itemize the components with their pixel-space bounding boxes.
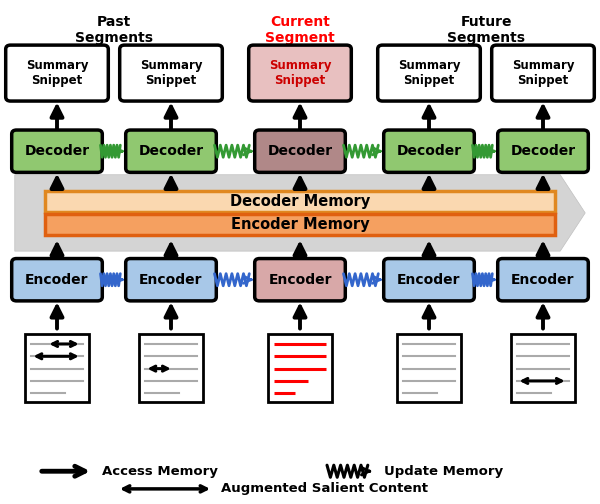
Bar (25, 334, 89, 402)
Bar (511, 334, 575, 402)
Bar (45, 214, 555, 235)
Text: Summary
Snippet: Summary Snippet (26, 59, 88, 87)
Bar (139, 334, 203, 402)
Text: Decoder: Decoder (139, 144, 203, 158)
Bar (268, 334, 332, 402)
Text: Decoder: Decoder (511, 144, 575, 158)
Text: Summary
Snippet: Summary Snippet (512, 59, 574, 87)
FancyBboxPatch shape (498, 259, 589, 301)
Text: Future
Segments: Future Segments (447, 15, 525, 45)
Text: Encoder: Encoder (511, 273, 575, 287)
FancyBboxPatch shape (125, 130, 216, 172)
Text: Past
Segments: Past Segments (75, 15, 153, 45)
FancyBboxPatch shape (492, 45, 594, 101)
Text: Encoder: Encoder (397, 273, 461, 287)
FancyBboxPatch shape (254, 259, 346, 301)
FancyBboxPatch shape (249, 45, 351, 101)
FancyBboxPatch shape (11, 130, 103, 172)
Bar (397, 334, 461, 402)
Text: Current
Segment: Current Segment (265, 15, 335, 45)
Text: Summary
Snippet: Summary Snippet (269, 59, 331, 87)
FancyArrowPatch shape (15, 175, 585, 251)
FancyBboxPatch shape (11, 259, 103, 301)
Text: Encoder: Encoder (139, 273, 203, 287)
FancyBboxPatch shape (254, 130, 346, 172)
FancyBboxPatch shape (384, 130, 475, 172)
Text: Summary
Snippet: Summary Snippet (140, 59, 202, 87)
FancyBboxPatch shape (498, 130, 589, 172)
FancyBboxPatch shape (384, 259, 475, 301)
Text: Decoder: Decoder (268, 144, 332, 158)
FancyBboxPatch shape (6, 45, 108, 101)
Text: Decoder: Decoder (397, 144, 461, 158)
Text: Decoder: Decoder (25, 144, 89, 158)
Text: Update Memory: Update Memory (384, 465, 503, 478)
FancyBboxPatch shape (119, 45, 222, 101)
Text: Encoder Memory: Encoder Memory (230, 217, 370, 232)
Bar (45, 191, 555, 212)
Text: Access Memory: Access Memory (102, 465, 218, 478)
Text: Decoder Memory: Decoder Memory (230, 194, 370, 209)
Text: Augmented Salient Content: Augmented Salient Content (221, 482, 428, 495)
Text: Summary
Snippet: Summary Snippet (398, 59, 460, 87)
FancyBboxPatch shape (125, 259, 216, 301)
Text: Encoder: Encoder (25, 273, 89, 287)
FancyBboxPatch shape (378, 45, 481, 101)
Text: Encoder: Encoder (268, 273, 332, 287)
